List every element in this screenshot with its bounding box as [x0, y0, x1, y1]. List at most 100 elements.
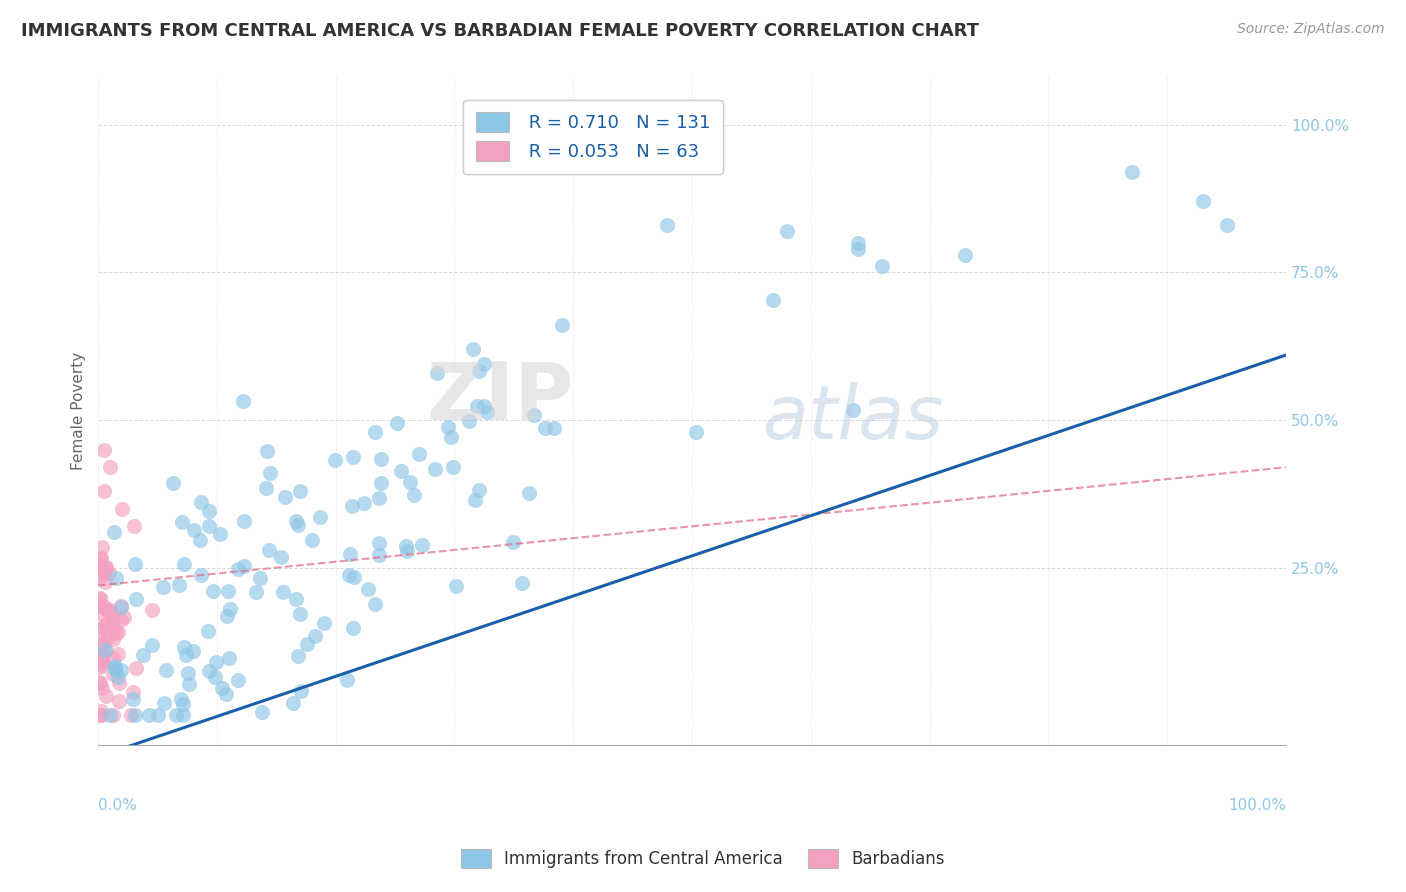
Point: [120, 708, 142, 723]
Point: [510, 575, 533, 590]
Point: [101, 666, 124, 681]
Point: [93, 635, 115, 649]
Point: [534, 421, 557, 435]
Point: [271, 585, 294, 599]
Point: [249, 571, 271, 585]
Point: [89, 676, 111, 690]
Text: 100.0%: 100.0%: [1227, 798, 1286, 813]
Point: [336, 673, 359, 687]
Point: [89, 623, 111, 637]
Point: [685, 425, 707, 439]
Point: [96, 560, 118, 574]
Point: [103, 623, 125, 637]
Point: [655, 218, 678, 232]
Point: [440, 430, 463, 444]
Point: [762, 293, 785, 308]
Point: [122, 692, 145, 706]
Point: [146, 708, 169, 723]
Point: [110, 663, 132, 677]
Point: [281, 696, 304, 710]
Point: [312, 616, 335, 631]
Point: [846, 235, 869, 250]
Point: [90, 646, 112, 660]
Point: [152, 580, 174, 594]
Point: [218, 602, 240, 616]
Point: [342, 622, 364, 636]
Point: [90, 550, 112, 565]
Point: [364, 425, 387, 439]
Point: [177, 677, 200, 691]
Point: [408, 447, 430, 461]
Point: [190, 567, 212, 582]
Point: [270, 549, 292, 564]
Point: [103, 651, 125, 665]
Point: [170, 692, 193, 706]
Point: [343, 570, 366, 584]
Point: [367, 548, 389, 562]
Point: [162, 476, 184, 491]
Point: [215, 687, 238, 701]
Point: [124, 708, 146, 723]
Point: [198, 503, 221, 517]
Point: [188, 533, 211, 548]
Point: [402, 488, 425, 502]
Point: [141, 639, 163, 653]
Point: [90, 540, 112, 554]
Point: [250, 705, 273, 719]
Point: [110, 599, 132, 614]
Point: [94, 644, 117, 658]
Point: [141, 603, 163, 617]
Point: [98, 460, 121, 475]
Point: [444, 579, 467, 593]
Point: [104, 659, 127, 673]
Point: [197, 624, 219, 639]
Point: [357, 582, 380, 596]
Point: [204, 670, 226, 684]
Point: [94, 689, 117, 703]
Point: [472, 357, 495, 371]
Text: 0.0%: 0.0%: [98, 798, 136, 813]
Point: [211, 681, 233, 695]
Point: [233, 514, 256, 528]
Point: [138, 708, 160, 723]
Point: [94, 575, 117, 590]
Point: [209, 526, 232, 541]
Point: [98, 708, 121, 723]
Point: [256, 443, 278, 458]
Point: [97, 603, 120, 617]
Point: [132, 648, 155, 662]
Point: [551, 318, 574, 332]
Point: [105, 625, 128, 640]
Point: [122, 519, 145, 533]
Point: [395, 544, 418, 558]
Point: [176, 648, 198, 663]
Point: [103, 525, 125, 540]
Point: [173, 640, 195, 655]
Point: [93, 564, 115, 578]
Point: [411, 538, 433, 552]
Point: [112, 610, 135, 624]
Point: [426, 366, 449, 380]
Point: [254, 482, 277, 496]
Point: [385, 416, 408, 430]
Point: [93, 566, 115, 580]
Point: [1191, 194, 1213, 209]
Text: Source: ZipAtlas.com: Source: ZipAtlas.com: [1237, 22, 1385, 37]
Point: [232, 394, 254, 409]
Point: [198, 664, 221, 678]
Point: [467, 400, 489, 414]
Point: [110, 599, 132, 613]
Point: [93, 442, 115, 457]
Point: [543, 421, 565, 435]
Point: [101, 632, 124, 647]
Point: [842, 402, 865, 417]
Point: [290, 684, 312, 698]
Point: [353, 495, 375, 509]
Point: [523, 408, 546, 422]
Point: [169, 577, 191, 591]
Y-axis label: Female Poverty: Female Poverty: [72, 352, 86, 470]
Point: [90, 653, 112, 667]
Point: [295, 637, 318, 651]
Point: [103, 611, 125, 625]
Point: [91, 649, 114, 664]
